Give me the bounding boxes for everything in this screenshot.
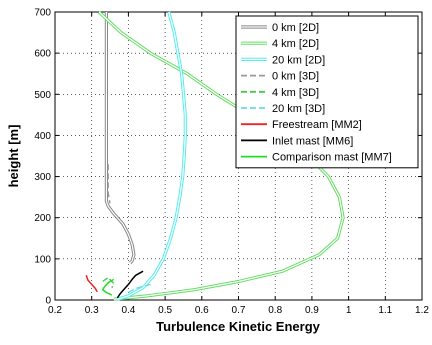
series-comparison-mast-mm7-line: [101, 278, 115, 296]
y-tick-label: 0: [45, 296, 51, 307]
legend-box: [235, 15, 419, 169]
legend-item-0-km-2d-label: 0 km [2D]: [272, 22, 319, 34]
series-freestream-mm2-line: [85, 275, 98, 293]
legend-item-4-km-2d-label: 4 km [2D]: [272, 38, 319, 50]
x-tick-label: 0.3: [85, 305, 99, 316]
series-0-km-2d-inner: [105, 12, 135, 264]
series-inlet-mast-mm6-line: [116, 270, 144, 299]
legend-item-20-km-3d-label: 20 km [3D]: [272, 103, 325, 115]
legend-item-inlet-mast-mm6-label: Inlet mast [MM6]: [272, 135, 353, 147]
y-tick-label: 500: [34, 90, 51, 101]
legend-item-4-km-3d-label: 4 km [3D]: [272, 87, 319, 99]
x-axis-label: Turbulence Kinetic Energy: [156, 319, 321, 334]
legend-item-0-km-3d-label: 0 km [3D]: [272, 71, 319, 83]
y-tick-label: 600: [34, 49, 51, 60]
x-tick-label: 0.9: [305, 305, 319, 316]
legend-item-freestream-mm2-label: Freestream [MM2]: [272, 119, 362, 131]
series-20-km-3d-line: [128, 283, 151, 294]
legend: 0 km [2D] 4 km [2D] 20 km [2D] 0 km [3D] 4 k…: [235, 15, 419, 169]
series-20-km-2d-inner: [117, 11, 186, 300]
x-tick-label: 1.1: [378, 305, 392, 316]
y-axis-label: height [m]: [6, 125, 21, 188]
series-0-km-3d-line: [107, 164, 111, 204]
x-tick-label: 0.7: [232, 305, 246, 316]
legend-item-comparison-mast-mm7-label: Comparison mast [MM7]: [272, 152, 392, 164]
x-tick-label: 0.6: [195, 305, 209, 316]
y-tick-label: 200: [34, 213, 51, 224]
y-tick-label: 100: [34, 254, 51, 265]
x-tick-label: 0.2: [48, 305, 62, 316]
y-tick-label: 700: [34, 8, 51, 19]
y-tick-label: 300: [34, 172, 51, 183]
series-layer: [85, 10, 345, 301]
x-tick-label: 0.5: [158, 305, 172, 316]
x-tick-label: 1: [346, 305, 352, 316]
x-tick-label: 1.2: [415, 305, 429, 316]
ticks: 0.2 0.3 0.4 0.5 0.6 0.7 0.8 0.9 1 1.1 1.2 0 100 200 30…: [34, 8, 429, 317]
y-tick-label: 400: [34, 131, 51, 142]
x-tick-label: 0.4: [121, 305, 135, 316]
legend-item-20-km-2d-label: 20 km [2D]: [272, 54, 325, 66]
x-tick-label: 0.8: [268, 305, 282, 316]
